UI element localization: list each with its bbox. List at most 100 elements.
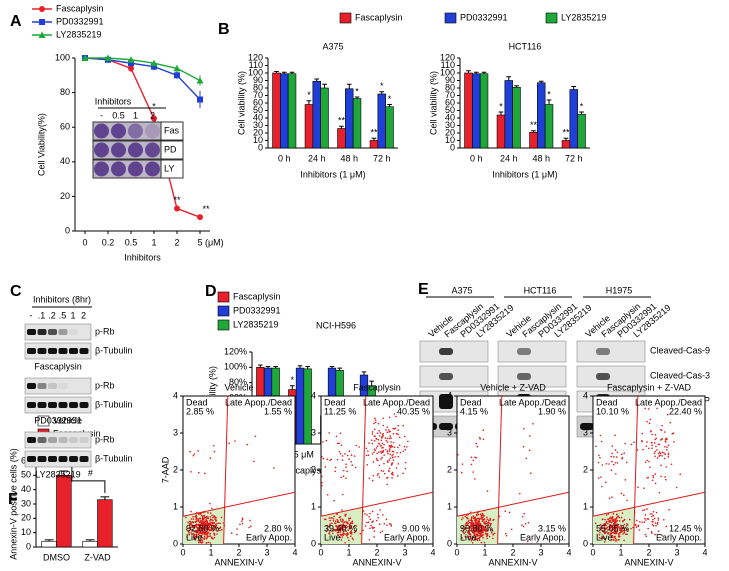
dot: [345, 463, 347, 465]
dot: [213, 444, 215, 447]
error-bar: [538, 80, 544, 83]
dot: [467, 527, 469, 530]
dot: [654, 533, 656, 536]
dot: [397, 433, 399, 436]
dot: [645, 445, 648, 448]
dot: [205, 542, 208, 544]
error-bar: [322, 83, 327, 88]
dot: [370, 439, 373, 441]
dot: [470, 527, 473, 530]
dot: [656, 407, 658, 410]
dot: [201, 539, 204, 541]
dot: [376, 474, 379, 476]
dot: [326, 458, 329, 461]
dot: [395, 467, 398, 469]
quadrant-dots: [365, 413, 409, 486]
dot: [618, 534, 620, 537]
dot: [378, 523, 381, 525]
x-tick-label: 2: [236, 547, 241, 557]
dot: [207, 516, 209, 518]
dot: [390, 525, 392, 527]
dot: [206, 532, 209, 534]
dot: [657, 530, 660, 533]
dot: [635, 526, 638, 528]
band: [37, 383, 47, 389]
dot: [471, 530, 473, 532]
dot: [336, 458, 339, 461]
marker: [151, 115, 157, 122]
dot: [620, 492, 623, 495]
dot: [612, 524, 614, 527]
dot: [603, 541, 606, 543]
legend-label: LY2835219: [56, 29, 101, 39]
dot: [626, 499, 628, 502]
line: [84, 57, 201, 101]
dot: [620, 516, 623, 519]
dot: [661, 451, 664, 454]
dot: [610, 521, 613, 524]
error-bar: [371, 137, 377, 141]
bar: [82, 540, 98, 548]
dot: [614, 449, 617, 451]
dot: [198, 524, 200, 527]
bar: [537, 82, 546, 149]
dot: [382, 417, 385, 419]
dot: [348, 517, 350, 520]
dot: [481, 512, 484, 515]
dot: [382, 435, 385, 437]
dot: [385, 429, 387, 431]
dot: [601, 518, 604, 521]
dot: [198, 541, 200, 544]
dot: [485, 523, 487, 525]
dot: [600, 476, 602, 478]
dot: [600, 485, 603, 488]
dot: [321, 475, 323, 478]
y-tick-label: 4: [173, 390, 178, 400]
dot: [339, 432, 342, 435]
dot: [474, 528, 476, 530]
dot: [348, 527, 351, 530]
dot: [373, 428, 376, 431]
error-bar: [297, 365, 303, 369]
dot: [389, 457, 392, 459]
dot: [648, 447, 650, 450]
dot: [345, 530, 347, 532]
dot: [476, 512, 479, 514]
dot: [607, 513, 610, 515]
dot: [334, 528, 336, 531]
blot-strip: [497, 365, 567, 388]
dot: [378, 476, 381, 479]
significance: *: [499, 101, 503, 111]
y-tick-label: 60: [60, 122, 70, 132]
band: [439, 373, 453, 380]
dot: [656, 457, 659, 459]
x-tick-label: 0 h: [278, 153, 291, 163]
well: [128, 142, 143, 158]
plot-title: Vehicle + Z-VAD: [480, 382, 546, 392]
error-bar: [514, 85, 519, 88]
dot: [652, 474, 654, 477]
dot: [201, 514, 203, 517]
dot: [599, 434, 602, 437]
y-tick-label: 100%: [224, 362, 247, 372]
dot: [371, 453, 374, 455]
dot: [606, 526, 609, 529]
dot: [365, 447, 368, 450]
dot: [600, 528, 603, 530]
dot: [386, 441, 389, 443]
dot: [374, 421, 377, 424]
dot: [402, 424, 405, 427]
dot: [228, 442, 231, 445]
dot: [192, 532, 195, 535]
dot: [391, 477, 393, 479]
dot: [475, 456, 478, 459]
dot: [359, 532, 362, 535]
dot: [604, 531, 607, 533]
dot: [667, 452, 670, 454]
dot: [605, 463, 608, 465]
dot: [474, 456, 476, 459]
dot: [341, 528, 344, 531]
band: [439, 394, 453, 409]
dot: [638, 529, 641, 531]
dot: [652, 476, 655, 479]
